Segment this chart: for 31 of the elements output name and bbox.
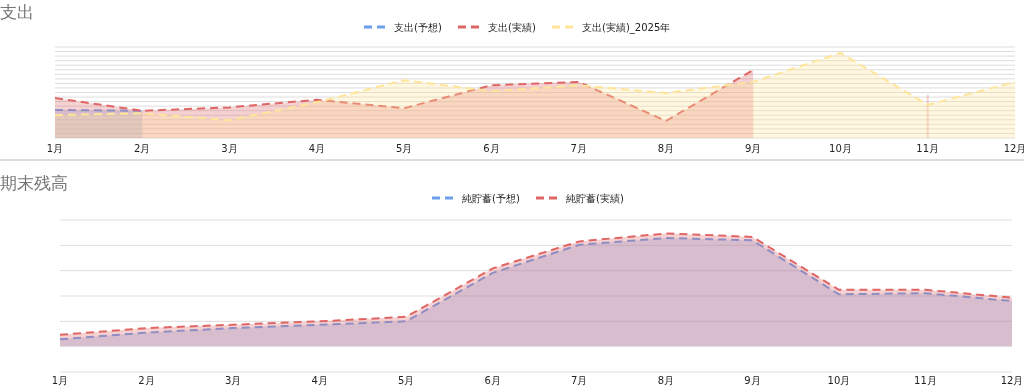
x-tick-label: 5月: [395, 143, 413, 154]
x-tick-label: 6月: [483, 143, 500, 154]
x-tick-label: 7月: [570, 143, 587, 154]
x-tick-label: 8月: [657, 375, 675, 386]
x-tick-label: 4月: [311, 375, 328, 386]
x-tick-label: 9月: [744, 375, 761, 386]
chart-title: 期末残高: [0, 173, 68, 193]
legend-label: 純貯蓄(予想): [462, 193, 520, 204]
x-tick-label: 9月: [744, 143, 762, 154]
x-tick-label: 10月: [827, 375, 851, 386]
x-tick-label: 2月: [134, 143, 151, 154]
x-tick-label: 11月: [914, 375, 937, 386]
chart-title: 支出: [0, 2, 34, 22]
x-tick-label: 5月: [397, 375, 415, 386]
x-tick-label: 7月: [571, 375, 588, 386]
x-tick-label: 12月: [1000, 375, 1024, 386]
x-tick-label: 1月: [46, 143, 64, 154]
legend-label: 支出(実績)_2025年: [582, 22, 671, 34]
x-tick-label: 3月: [221, 143, 238, 154]
x-tick-label: 3月: [224, 375, 242, 386]
legend-label: 支出(実績): [488, 22, 536, 33]
x-tick-label: 12月: [1003, 143, 1024, 154]
x-tick-label: 8月: [657, 143, 675, 154]
x-tick-label: 2月: [138, 375, 155, 386]
legend-label: 支出(予想): [394, 22, 442, 33]
x-tick-label: 10月: [829, 143, 852, 154]
legend-label: 純貯蓄(実績): [566, 193, 624, 204]
x-tick-label: 1月: [51, 375, 69, 386]
x-tick-label: 11月: [916, 143, 940, 154]
x-tick-label: 6月: [484, 375, 501, 386]
x-tick-label: 4月: [308, 143, 326, 154]
